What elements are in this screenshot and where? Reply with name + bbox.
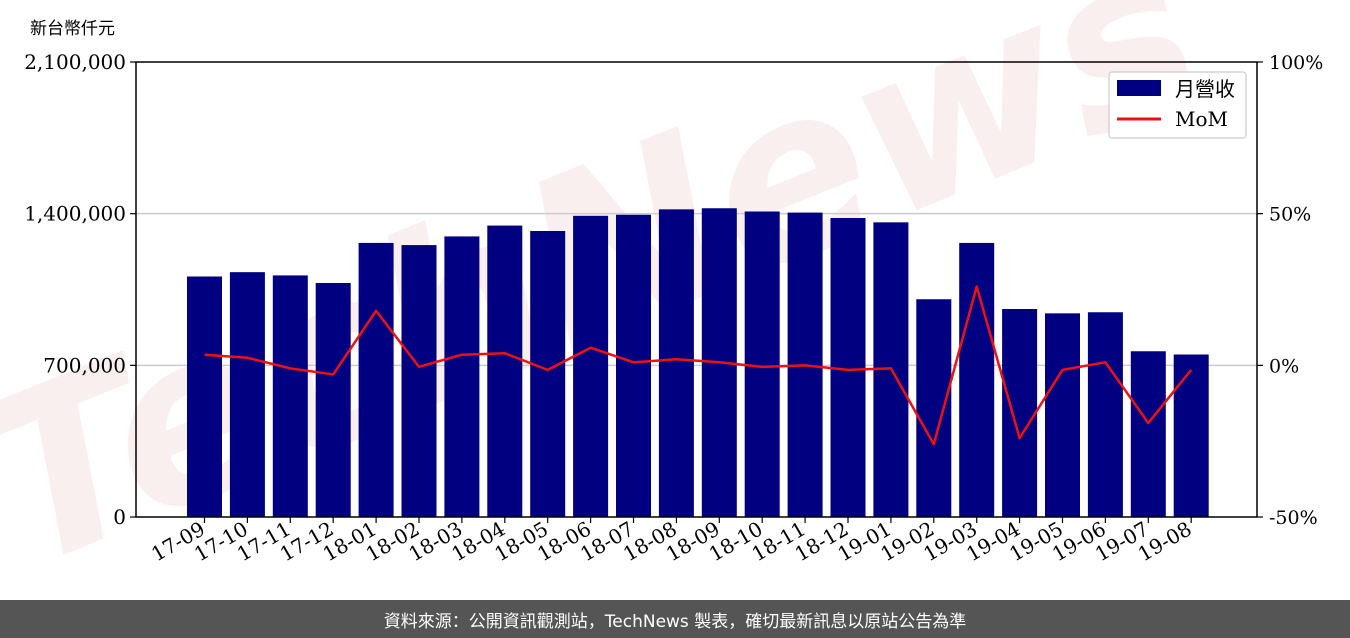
source-footer: 資料來源：公開資訊觀測站，TechNews 製表，確切最新訊息以原站公告為準 [0,600,1350,638]
bar-18-01 [358,242,394,517]
bar-17-11 [272,275,308,517]
bar-18-07 [616,214,651,517]
bar-17-09 [187,276,222,517]
bar-19-03 [959,242,995,517]
legend-label-mom: MoM [1175,107,1228,131]
y-left-tick-label: 1,400,000 [24,202,126,226]
bar-18-04 [487,225,523,518]
y-left-tick-label: 2,100,000 [24,50,126,74]
y-left-tick-label: 0 [113,505,126,529]
mom-line [204,285,1193,446]
y-right-tick-label: 0% [1269,355,1299,377]
plot-frame [135,61,1258,518]
bar-19-05 [1045,313,1080,517]
y-left-tick-label: 700,000 [43,353,126,377]
bar-19-07 [1130,351,1166,517]
bar-19-04 [1002,309,1038,517]
y-axis-unit-label: 新台幣仟元 [30,19,115,39]
bar-19-02 [916,299,952,517]
bar-17-10 [229,272,265,517]
mom-line-layer [204,285,1193,446]
y-right-tick-label: 50% [1269,204,1311,226]
bar-19-06 [1087,312,1123,517]
revenue-chart: TechNews 0700,0001,400,0002,100,000-50%0… [0,0,1323,600]
revenue-bars [187,208,1209,518]
y-right-tick-label: -50% [1269,507,1318,529]
axes [135,61,1258,518]
bar-18-02 [401,245,437,518]
bar-19-08 [1173,354,1209,517]
legend: 月營收 MoM [1108,71,1247,139]
bar-18-05 [530,231,566,517]
bar-18-10 [744,211,780,517]
legend-swatch-revenue [1117,80,1161,96]
bar-18-08 [658,209,694,518]
bar-18-06 [573,215,609,518]
bar-18-03 [444,236,480,517]
legend-label-revenue: 月營收 [1175,77,1235,101]
y-right-tick-label: 100% [1269,52,1323,74]
bar-17-12 [315,283,351,517]
